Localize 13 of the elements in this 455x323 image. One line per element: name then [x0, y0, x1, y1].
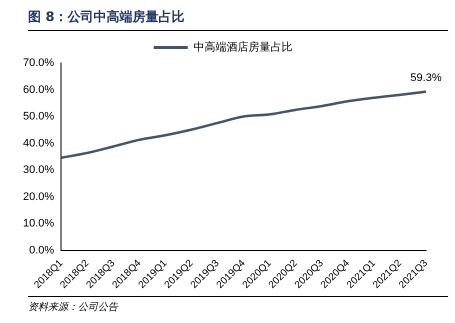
y-tick-label: 50.0% — [22, 110, 54, 123]
text: 资料来源：公司公告 — [28, 296, 448, 314]
chart-title: 图 8：公司中高端房量占比 — [28, 8, 448, 31]
line-series — [60, 90, 428, 159]
data-label: 59.3% — [410, 72, 442, 84]
y-tick-label: 70.0% — [22, 57, 54, 70]
y-tick-label: 30.0% — [22, 164, 54, 176]
y-tick-label: 0.0% — [29, 244, 54, 256]
y-tick-label: 20.0% — [22, 190, 54, 203]
legend-label: 中高端酒店房量占比 — [193, 40, 292, 54]
y-tick-label: 10.0% — [22, 218, 54, 230]
y-tick-label: 40.0% — [22, 137, 54, 150]
y-tick-label: 60.0% — [22, 84, 54, 96]
